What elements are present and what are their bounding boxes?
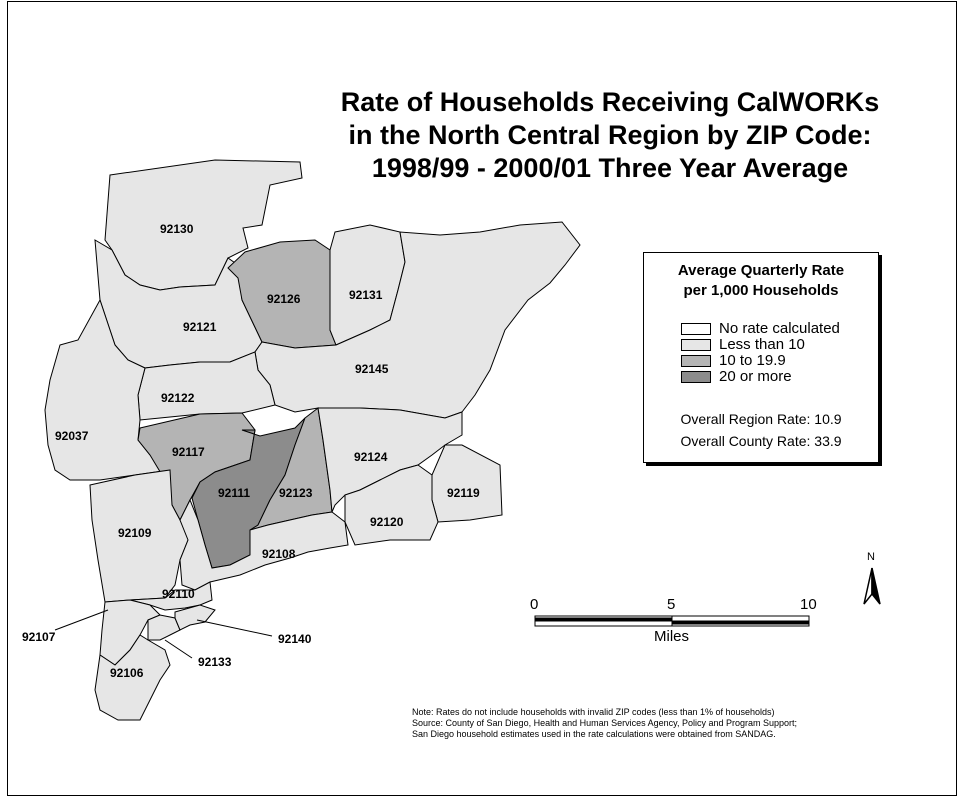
legend-item-20-or-more: 20 or more [681,369,792,385]
zip-region-92122 [137,351,276,421]
note-line-3: San Diego household estimates used in th… [412,729,776,739]
overall-region-rate: Overall Region Rate: 10.9 [680,411,842,427]
title-line-3: 1998/99 - 2000/01 Three Year Average [371,153,849,183]
legend-swatch [681,339,711,351]
zip-region-92106 [94,634,171,721]
zip-label-92037: 92037 [55,429,89,443]
note-line-1: Note: Rates do not include households wi… [412,707,775,717]
legend-swatch [681,355,711,367]
zip-label-92124: 92124 [354,450,388,464]
title-line-2: in the North Central Region by ZIP Code: [348,120,872,150]
scale-tick-0: 0 [530,596,539,613]
zip-label-92109: 92109 [118,526,152,540]
legend-item-less-than-10: Less than 10 [681,337,805,353]
scale-unit-label: Miles [654,628,690,645]
north-arrow-icon [863,567,881,605]
title-line-1: Rate of Households Receiving CalWORKs [340,87,880,117]
scale-tick-10: 10 [800,596,817,613]
zip-label-92107: 92107 [22,630,56,644]
zip-region-92120 [344,464,439,546]
zip-label-92145: 92145 [355,362,389,376]
legend-label: 10 to 19.9 [719,352,786,369]
legend-item-no-rate: No rate calculated [681,321,840,337]
zip-label-92140: 92140 [278,632,312,646]
zip-label-92119: 92119 [447,486,480,500]
leader-lines [54,609,273,659]
zip-region-92119 [431,444,503,523]
zip-label-92108: 92108 [262,547,296,561]
zip-label-92121: 92121 [183,320,217,334]
legend-title: Average Quarterly Rate per 1,000 Househo… [644,261,878,301]
zip-label-92130: 92130 [160,222,194,236]
overall-county-rate: Overall County Rate: 33.9 [680,433,842,449]
zip-label-92110: 92110 [162,587,195,601]
scale-tick-5: 5 [667,596,676,613]
zip-label-92133: 92133 [198,655,232,669]
legend-swatch [681,323,711,335]
zip-label-92106: 92106 [110,666,144,680]
note-line-2: Source: County of San Diego, Health and … [412,718,798,728]
source-note: Note: Rates do not include households wi… [412,707,797,740]
legend-label: No rate calculated [719,320,840,337]
legend-item-10-to-19-9: 10 to 19.9 [681,353,786,369]
zip-label-92117: 92117 [172,445,205,459]
zip-label-92131: 92131 [349,288,383,302]
zip-label-92126: 92126 [267,292,301,306]
zip-label-92122: 92122 [161,391,195,405]
zip-region-92110 [129,581,213,611]
legend-label: 20 or more [719,368,792,385]
legend-title-line-2: per 1,000 Households [683,282,839,299]
legend-label: Less than 10 [719,336,805,353]
scale-bar [534,615,810,627]
zip-region-92109 [89,469,191,603]
legend: Average Quarterly Rate per 1,000 Househo… [643,252,879,463]
legend-title-line-1: Average Quarterly Rate [677,262,845,279]
zip-label-92111: 92111 [218,486,250,500]
zip-label-92120: 92120 [370,515,404,529]
zip-label-92123: 92123 [279,486,313,500]
legend-swatch [681,371,711,383]
map-title: Rate of Households Receiving CalWORKs in… [290,86,930,185]
north-label: N [867,551,875,563]
zip-region-92140 [174,604,216,631]
zip-region-92133 [147,614,181,641]
